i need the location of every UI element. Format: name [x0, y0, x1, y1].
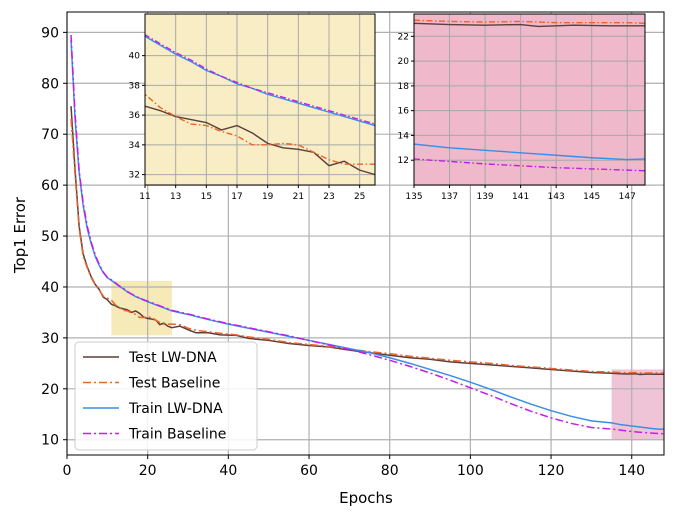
- inset-x-tick-label: 145: [583, 192, 600, 202]
- inset-series-line-test-lw-dna: [414, 22, 645, 28]
- x-tick-label: 40: [219, 463, 237, 479]
- series-line-test-baseline: [70, 118, 664, 375]
- inset-series-line-train-lw-dna: [414, 143, 645, 161]
- inset-y-tick-label: 36: [129, 111, 141, 121]
- inset-frame: [413, 13, 646, 186]
- inset-x-tick-label: 15: [201, 192, 212, 202]
- inset-x-tick-label: 139: [476, 192, 493, 202]
- inset-x-tick-label: 17: [231, 192, 242, 202]
- y-tick-label: 30: [41, 331, 59, 347]
- x-tick-label: 120: [538, 463, 565, 479]
- inset-x-tick-label: 11: [139, 192, 150, 202]
- inset-background: [145, 14, 375, 185]
- legend-label: Test LW-DNA: [128, 350, 217, 366]
- inset-zoom-early-epochs: 11 13 15 17 19 21 23 25 32 34 36 38 40: [129, 13, 376, 202]
- y-tick-label: 40: [41, 280, 59, 296]
- inset-y-tick-label: 18: [398, 82, 410, 92]
- inset-y-tick-label: 34: [129, 141, 141, 151]
- inset-y-tick-label: 22: [398, 32, 409, 42]
- inset-y-tick-label: 40: [129, 52, 141, 62]
- y-axis-label: Top1 Error: [11, 196, 29, 274]
- inset-series-line-test-lw-dna: [145, 105, 375, 176]
- x-tick-label: 60: [300, 463, 318, 479]
- legend-label: Test Baseline: [128, 376, 220, 392]
- legend-label: Train Baseline: [128, 427, 226, 443]
- x-tick-label: 140: [618, 463, 645, 479]
- inset-x-tick-label: 23: [323, 192, 334, 202]
- highlight-region-1: [611, 369, 664, 440]
- inset-frame: [144, 13, 376, 186]
- inset-x-tick-label: 19: [262, 192, 274, 202]
- inset-x-tick-label: 141: [512, 192, 529, 202]
- y-tick-label: 80: [41, 76, 59, 92]
- y-tick-label: 70: [41, 127, 59, 143]
- x-tick-label: 0: [63, 463, 72, 479]
- inset-y-tick-label: 38: [129, 81, 141, 91]
- inset-y-tick-label: 16: [398, 107, 410, 117]
- inset-y-tick-label: 32: [129, 171, 140, 181]
- inset-series-line-train-baseline: [414, 158, 645, 172]
- inset-zoom-late-epochs: 135 137 139 141 143 145 147 12 14 16 18 20 22: [398, 13, 646, 202]
- inset-x-tick-label: 25: [354, 192, 365, 202]
- series-line-test-lw-dna: [70, 106, 664, 376]
- inset-series-line-test-baseline: [145, 93, 375, 165]
- inset-x-tick-label: 143: [548, 192, 565, 202]
- inset-x-tick-label: 21: [293, 192, 304, 202]
- x-tick-label: 80: [381, 463, 399, 479]
- y-tick-label: 10: [41, 433, 59, 449]
- x-axis-label: Epochs: [339, 489, 393, 507]
- inset-x-tick-label: 147: [619, 192, 636, 202]
- inset-background: [414, 14, 645, 185]
- x-tick-label: 100: [457, 463, 484, 479]
- y-tick-label: 20: [41, 382, 59, 398]
- y-tick-label: 60: [41, 178, 59, 194]
- inset-y-tick-label: 14: [398, 131, 410, 141]
- inset-y-tick-label: 12: [398, 156, 409, 166]
- plot-frame: [66, 11, 665, 456]
- y-tick-label: 50: [41, 229, 59, 245]
- x-tick-label: 20: [139, 463, 157, 479]
- inset-x-tick-label: 137: [441, 192, 458, 202]
- inset-series-line-train-baseline: [145, 34, 375, 125]
- legend-label: Train LW-DNA: [128, 401, 223, 417]
- inset-x-tick-label: 13: [170, 192, 181, 202]
- series-line-train-baseline: [70, 34, 664, 435]
- legend: Test LW-DNA Test Baseline Train LW-DNA Trai…: [74, 341, 258, 451]
- inset-x-tick-label: 135: [405, 192, 422, 202]
- y-tick-label: 90: [41, 25, 59, 41]
- inset-series-line-test-baseline: [414, 19, 645, 24]
- inset-y-tick-label: 20: [398, 57, 410, 67]
- legend-box: [74, 341, 258, 451]
